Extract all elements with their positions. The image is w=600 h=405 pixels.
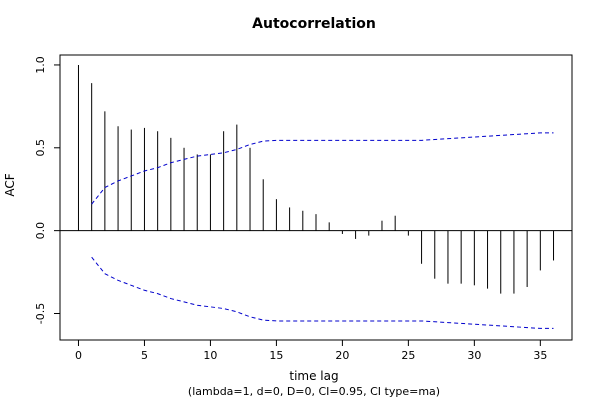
y-tick-label: -0.5 [34, 303, 47, 324]
plot-frame [59, 54, 573, 341]
x-tick-label: 5 [141, 349, 148, 362]
x-tick-label: 15 [269, 349, 283, 362]
ci-lower-line [91, 256, 554, 329]
y-tick-label: 0.5 [34, 139, 47, 157]
x-tick-label: 30 [467, 349, 481, 362]
x-tick-label: 25 [401, 349, 415, 362]
x-tick-label: 20 [335, 349, 349, 362]
x-axis-label: time lag [289, 369, 338, 383]
x-tick-label: 10 [203, 349, 217, 362]
y-tick-label: 1.0 [34, 56, 47, 74]
chart-title: Autocorrelation [252, 16, 376, 32]
x-tick-label: 0 [75, 349, 82, 362]
x-tick-label: 35 [533, 349, 547, 362]
y-tick-label: 0.0 [34, 222, 47, 240]
ci-upper-line [91, 132, 554, 205]
chart-subtitle: (lambda=1, d=0, D=0, CI=0.95, CI type=ma… [188, 385, 440, 398]
y-axis-label: ACF [3, 173, 17, 196]
